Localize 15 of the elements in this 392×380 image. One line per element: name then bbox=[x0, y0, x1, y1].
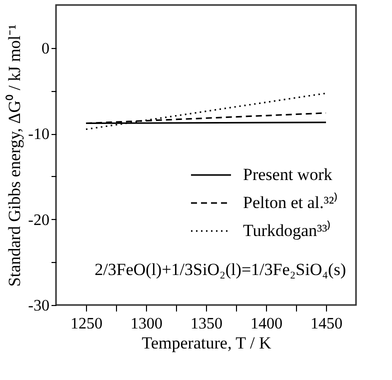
y-tick-label: -30 bbox=[28, 298, 50, 314]
y-tick-label: 0 bbox=[42, 40, 50, 58]
y-axis-title: Standard Gibbs energy, ΔG⁰ / kJ mol⁻¹ bbox=[5, 24, 24, 287]
x-tick-label: 1450 bbox=[310, 316, 342, 332]
x-tick-label: 1250 bbox=[70, 316, 102, 332]
legend-label: Turkdogan³³⁾ bbox=[243, 220, 332, 240]
y-tick-label: -10 bbox=[28, 126, 50, 144]
x-tick-label: 1350 bbox=[190, 316, 222, 332]
legend-label: Pelton et al.³²⁾ bbox=[243, 192, 338, 212]
legend-label: Present work bbox=[243, 165, 333, 184]
x-tick-label: 1300 bbox=[130, 316, 162, 332]
x-tick-label: 1400 bbox=[250, 316, 282, 332]
annotation: 2/3FeO(l)+1/3SiO₂(l)=1/3Fe₂SiO₄(s) bbox=[94, 260, 346, 279]
x-axis-title: Temperature, T / K bbox=[142, 334, 272, 352]
y-tick-label: -20 bbox=[28, 212, 50, 229]
